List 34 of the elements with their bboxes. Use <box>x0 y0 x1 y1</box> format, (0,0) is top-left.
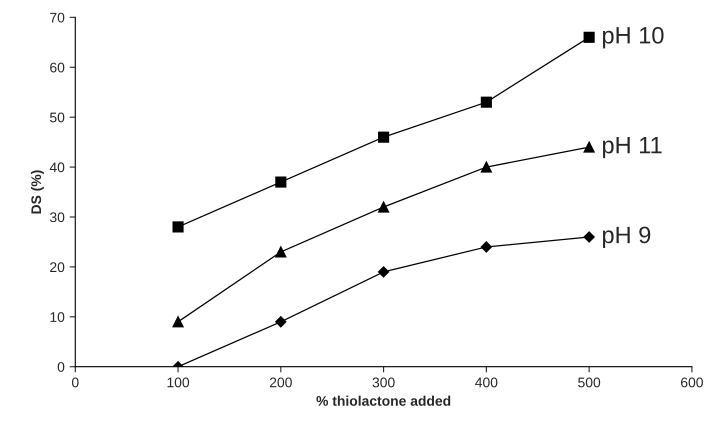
point <box>480 96 492 108</box>
y-tick-label: 10 <box>50 312 64 322</box>
y-tick-label: 60 <box>50 62 64 72</box>
point <box>584 231 595 243</box>
point <box>275 176 286 188</box>
point <box>378 266 390 278</box>
y-tick-label: 70 <box>50 12 64 23</box>
point <box>584 32 595 43</box>
x-axis-title: % thiolactone added <box>316 396 450 406</box>
y-tick-label: 20 <box>50 262 64 272</box>
y-tick-label: 40 <box>50 162 64 172</box>
x-tick-label: 200 <box>270 378 292 388</box>
point <box>480 162 492 173</box>
x-tick-label: 0 <box>72 378 79 388</box>
y-tick-label: 0 <box>58 362 64 372</box>
point <box>275 316 286 328</box>
point <box>584 142 595 153</box>
series-label: pH 11 <box>602 136 662 158</box>
point <box>275 246 286 258</box>
y-axis-title: DS (%) <box>30 170 44 214</box>
y-tick-label: 50 <box>50 112 64 122</box>
series-label: pH 9 <box>602 226 650 248</box>
x-tick-label: 400 <box>475 378 498 388</box>
point <box>480 241 492 253</box>
point <box>172 221 184 233</box>
x-tick-label: 300 <box>372 378 395 388</box>
point <box>172 316 184 328</box>
y-tick-label: 30 <box>50 212 64 222</box>
series-label: pH 10 <box>602 26 664 48</box>
point <box>378 132 390 143</box>
x-tick-label: 500 <box>578 378 600 388</box>
point <box>378 201 390 213</box>
x-tick-label: 100 <box>168 378 190 388</box>
x-tick-label: 600 <box>681 378 703 388</box>
